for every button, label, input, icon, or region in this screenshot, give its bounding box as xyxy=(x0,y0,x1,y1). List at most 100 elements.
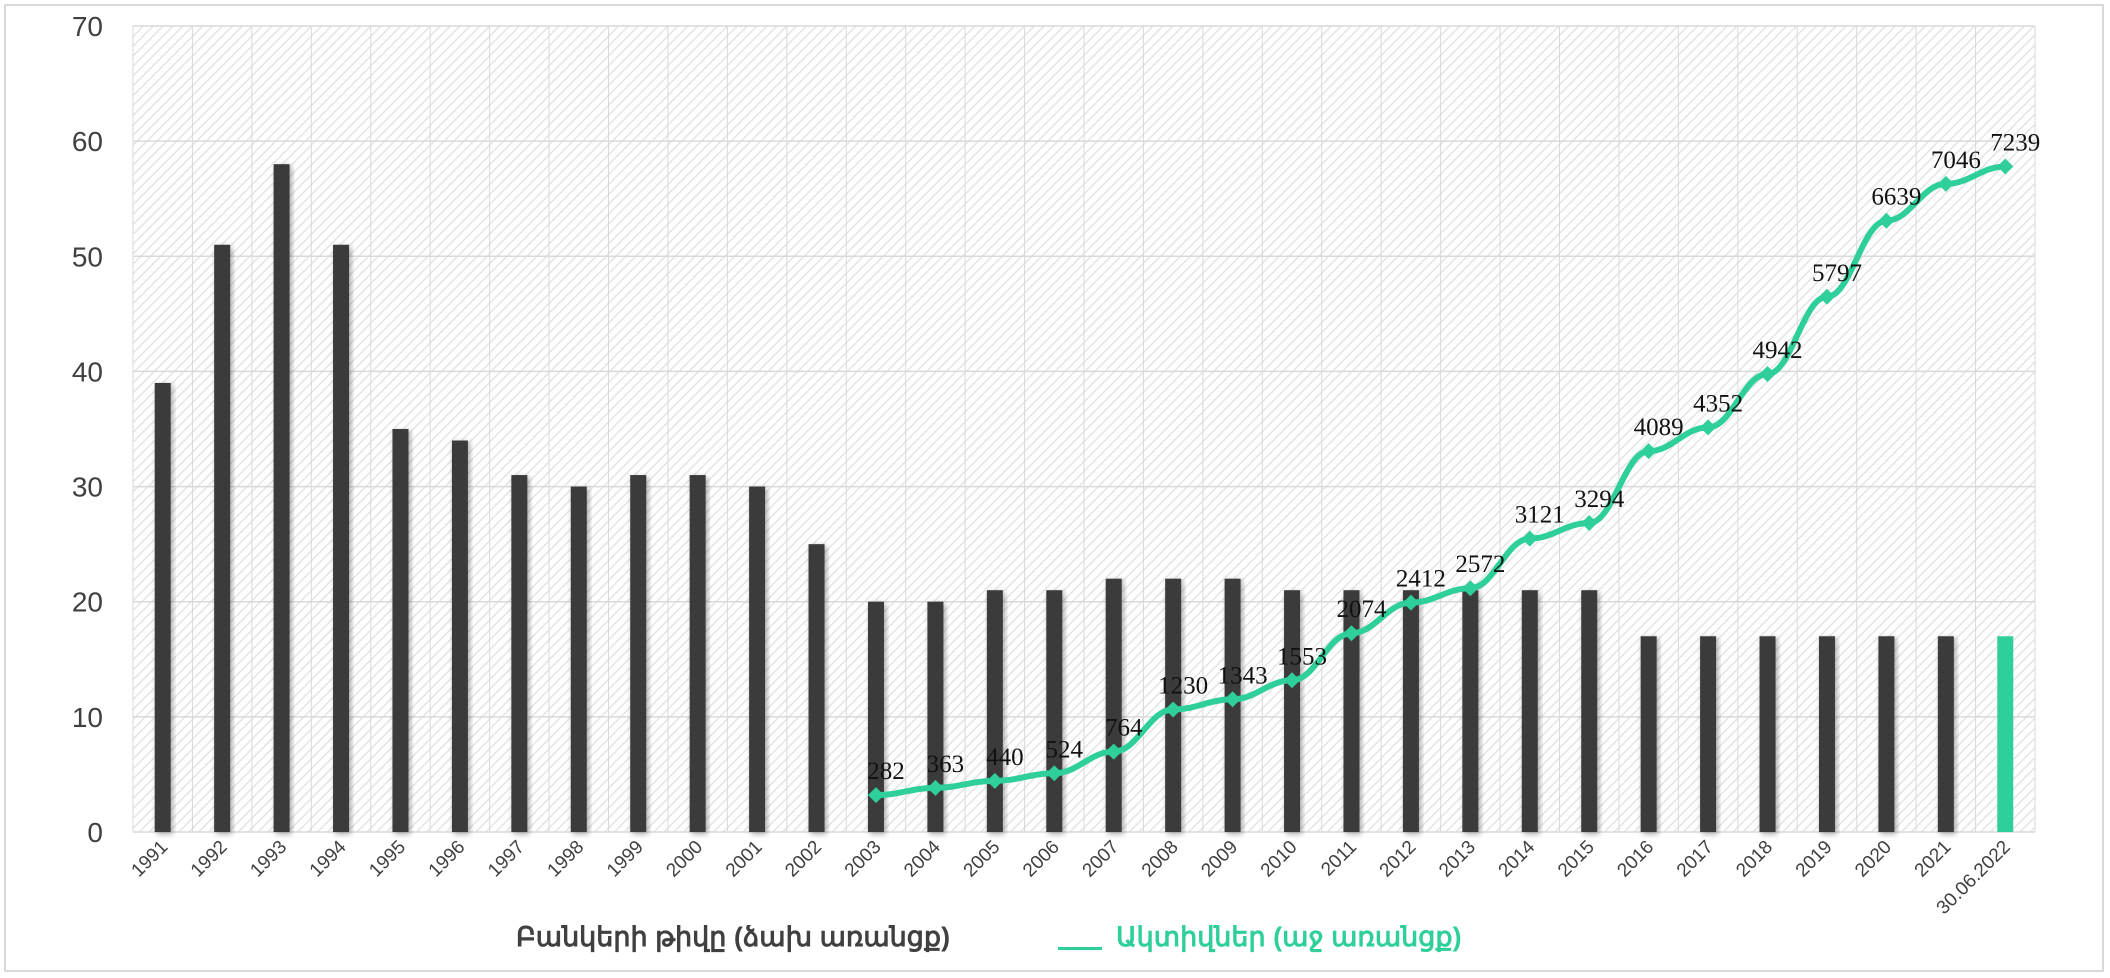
data-label: 4089 xyxy=(1634,414,1684,441)
bar xyxy=(927,601,944,832)
bar xyxy=(1640,636,1657,832)
bar xyxy=(214,244,231,832)
line-marker xyxy=(1521,530,1538,547)
y-tick-label: 0 xyxy=(87,817,103,848)
bar xyxy=(570,486,587,832)
line-marker xyxy=(986,772,1003,789)
x-tick-label: 2010 xyxy=(1257,837,1302,882)
line-series xyxy=(867,158,2014,804)
data-label: 2074 xyxy=(1336,596,1387,623)
x-tick-label: 1992 xyxy=(187,837,232,882)
x-tick-label: 2005 xyxy=(960,837,1005,882)
data-label: 1230 xyxy=(1158,672,1208,699)
line-marker xyxy=(1462,580,1479,597)
bar xyxy=(333,244,350,832)
bar xyxy=(1105,578,1122,832)
line-marker xyxy=(1284,672,1301,689)
x-tick-label: 2018 xyxy=(1732,837,1777,882)
data-label: 2572 xyxy=(1455,551,1505,578)
data-label: 524 xyxy=(1046,736,1084,763)
y-axis: 0 10 20 30 40 50 60 70 xyxy=(72,11,103,848)
line-marker xyxy=(1818,288,1835,305)
data-label: 2412 xyxy=(1396,566,1446,593)
y-tick-label: 70 xyxy=(72,11,103,42)
x-tick-label: 1997 xyxy=(484,837,529,882)
bar xyxy=(451,440,468,832)
x-tick-label: 2019 xyxy=(1792,837,1837,882)
x-tick-label: 1994 xyxy=(306,836,351,881)
x-tick-label: 2017 xyxy=(1673,837,1718,882)
x-tick-label: 2015 xyxy=(1554,837,1599,882)
x-tick-label: 1998 xyxy=(544,837,589,882)
line-marker xyxy=(927,779,944,796)
data-label: 4942 xyxy=(1753,337,1803,364)
x-tick-label: 2003 xyxy=(841,837,886,882)
bar xyxy=(154,382,171,832)
y-tick-label: 20 xyxy=(72,587,103,618)
bar xyxy=(1700,636,1717,832)
x-tick-label: 2016 xyxy=(1613,837,1658,882)
bar xyxy=(808,544,825,832)
x-tick-label: 2002 xyxy=(781,837,826,882)
bar xyxy=(1046,590,1063,832)
legend-label-banks: Բանկերի թիվը (ձախ առանցք) xyxy=(516,922,951,952)
x-tick-label: 1993 xyxy=(246,837,291,882)
bar xyxy=(1878,636,1895,832)
x-tick-label: 2004 xyxy=(900,836,945,881)
x-tick-label: 2009 xyxy=(1197,837,1242,882)
bar xyxy=(749,486,766,832)
line-marker xyxy=(1640,443,1657,460)
x-tick-label: 2021 xyxy=(1911,837,1956,882)
bar xyxy=(1759,636,1776,832)
gridlines xyxy=(132,25,2036,833)
line-marker xyxy=(1046,765,1063,782)
x-tick-label: 2001 xyxy=(722,837,767,882)
bar xyxy=(1581,590,1598,832)
data-label: 764 xyxy=(1105,715,1143,742)
data-label: 6639 xyxy=(1871,184,1921,211)
bar xyxy=(1818,636,1835,832)
bar xyxy=(1937,636,1954,832)
x-tick-label: 2000 xyxy=(662,837,707,882)
bar xyxy=(1521,590,1538,832)
data-label: 3121 xyxy=(1515,502,1565,529)
y-tick-label: 10 xyxy=(72,702,103,733)
y-tick-label: 30 xyxy=(72,472,103,503)
line-marker xyxy=(1165,701,1182,718)
data-label: 282 xyxy=(867,758,905,785)
x-axis: 1991 1992 1993 1994 1995 1996 1997 1998 1999 2000… xyxy=(128,836,2015,918)
bar xyxy=(392,429,409,832)
bar xyxy=(986,590,1003,832)
bar xyxy=(867,601,884,832)
bar xyxy=(630,475,647,832)
bar xyxy=(1402,590,1419,832)
bar xyxy=(1284,590,1301,832)
data-label: 440 xyxy=(986,744,1024,771)
x-tick-label: 1991 xyxy=(128,837,173,882)
line-marker xyxy=(1343,625,1360,642)
x-tick-label: 2013 xyxy=(1435,837,1480,882)
x-tick-label: 2007 xyxy=(1079,837,1124,882)
x-tick-label: 2012 xyxy=(1376,837,1421,882)
x-tick-label: 1999 xyxy=(603,837,648,882)
line-marker xyxy=(1402,594,1419,611)
x-tick-label: 2008 xyxy=(1138,837,1183,882)
legend-item-assets: Ակտիվներ (աջ առանցք) xyxy=(1058,922,1462,953)
x-tick-label: 1995 xyxy=(365,837,410,882)
data-label: 363 xyxy=(927,751,965,778)
bar xyxy=(1343,590,1360,832)
line-marker xyxy=(1105,743,1122,760)
x-tick-label: 2006 xyxy=(1019,837,1064,882)
data-label: 7046 xyxy=(1931,147,1981,174)
data-label: 5797 xyxy=(1812,260,1862,287)
data-label: 1553 xyxy=(1277,643,1327,670)
line-marker xyxy=(1937,175,1954,192)
bar xyxy=(273,164,290,832)
data-label: 4352 xyxy=(1693,390,1743,417)
line-marker xyxy=(1224,691,1241,708)
x-tick-label: 2011 xyxy=(1317,837,1361,881)
bar xyxy=(1462,590,1479,832)
x-tick-label: 1996 xyxy=(425,837,470,882)
x-tick-label: 2014 xyxy=(1495,836,1540,881)
data-label: 7239 xyxy=(1990,129,2040,156)
